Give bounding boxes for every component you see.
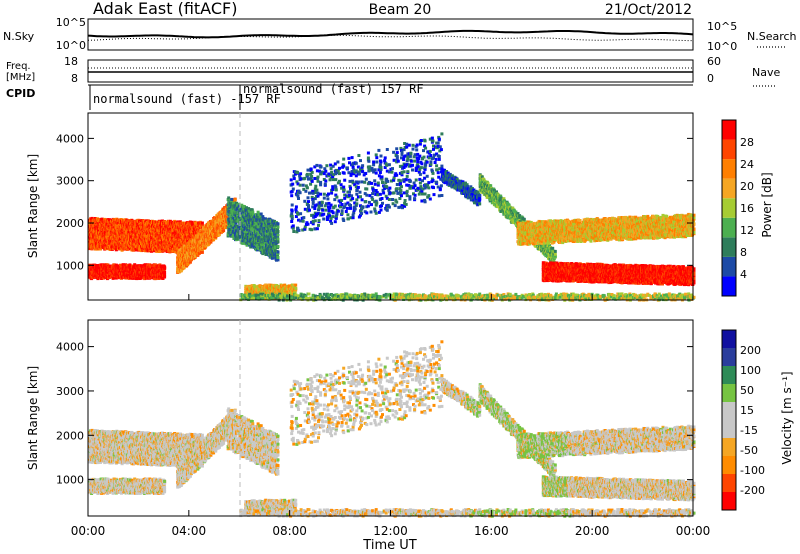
rti-plot: Adak East (fitACF) Beam 20 21/Oct/2012 N… (0, 0, 800, 554)
noise-search-label: N.Search (747, 30, 797, 43)
noise-sky-label: N.Sky (3, 30, 35, 43)
nave-tick-bottom: 0 (707, 72, 714, 85)
noise-left-tick-top: 10^5 (56, 16, 86, 29)
noise-panel (88, 19, 693, 50)
freq-tick-bottom: 8 (71, 72, 78, 85)
freq-tick-top: 18 (64, 55, 78, 68)
nave-label: Nave (752, 66, 780, 79)
beam-title: Beam 20 (369, 2, 432, 18)
station-title: Adak East (fitACF) (93, 0, 237, 18)
noise-sky-line (88, 31, 693, 38)
date-title: 21/Oct/2012 (605, 2, 692, 18)
nave-tick-top: 60 (707, 55, 721, 68)
freq-label-line1: Freq. (6, 61, 31, 72)
noise-right-tick-top: 10^5 (707, 20, 737, 33)
noise-left-tick-bottom: 10^0 (56, 39, 86, 52)
cpid-label: CPID (6, 87, 35, 100)
freq-label-line2: [MHz] (6, 72, 35, 83)
power-cells (88, 132, 696, 301)
noise-right-tick-bottom: 10^0 (707, 40, 737, 53)
cpid-mode-b: normalsound (fast) 157 RF (243, 82, 424, 96)
freq-panel (88, 60, 693, 82)
